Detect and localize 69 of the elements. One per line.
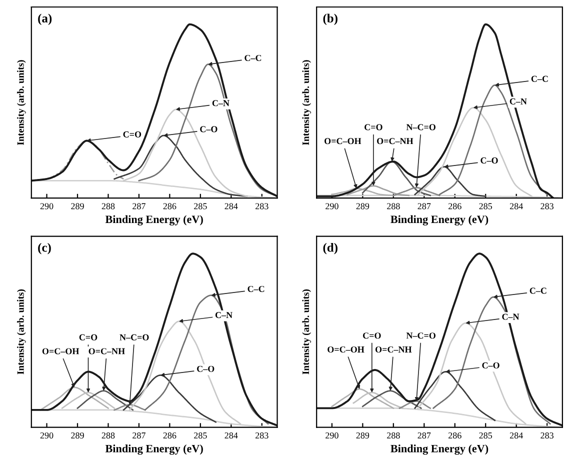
x-tick-label: 290	[40, 432, 54, 439]
annotation: C–O	[480, 157, 498, 164]
annotation: N–C=O	[120, 334, 149, 340]
x-tick-label: 283	[256, 203, 268, 210]
annotation: C–N	[502, 314, 520, 320]
x-tick-label: 283	[540, 203, 554, 210]
annotation: C–N	[212, 100, 230, 106]
x-tick-label: 290	[326, 432, 338, 439]
x-tick-label: 289	[71, 432, 84, 439]
x-tick-label: 283	[256, 432, 268, 439]
x-tick-label: 284	[224, 203, 238, 210]
annotation: O=C–NH	[377, 138, 414, 144]
x-tick-label: 286	[448, 203, 462, 210]
annotation: C–O	[482, 362, 500, 368]
x-tick-label: 283	[540, 432, 554, 439]
annotation: C=O	[364, 124, 382, 130]
x-axis-title: Binding Energy (eV)	[390, 215, 488, 226]
x-tick-label: 290	[326, 203, 338, 210]
x-tick-label: 284	[224, 432, 238, 439]
annotation: O=C–OH	[328, 346, 364, 353]
x-tick-label: 286	[163, 432, 176, 439]
x-tick-label: 284	[510, 432, 523, 439]
x-tick-label: 288	[102, 203, 115, 210]
y-axis-title: Intensity (arb. units)	[302, 289, 312, 374]
x-tick-label: 285	[479, 432, 492, 439]
y-axis-title: Intensity (arb. units)	[17, 60, 26, 146]
x-tick-label: 285	[479, 203, 492, 210]
x-tick-label: 289	[356, 432, 370, 439]
annotation: C–N	[215, 312, 232, 318]
annotation: O=C–OH	[324, 138, 362, 144]
x-tick-label: 287	[132, 432, 146, 439]
chart-title: (d)	[323, 242, 338, 254]
x-tick-label: 287	[132, 203, 146, 210]
x-tick-label: 286	[448, 432, 462, 439]
y-axis-title: Intensity (arb. units)	[17, 289, 26, 374]
annotation: C–C	[531, 76, 548, 82]
x-tick-label: 290	[40, 203, 54, 210]
x-tick-label: 288	[102, 432, 115, 439]
chart-title: (c)	[38, 242, 51, 254]
x-axis-title: Binding Energy (eV)	[390, 444, 488, 455]
annotation: C–N	[510, 98, 527, 104]
annotation: C=O	[363, 332, 381, 339]
x-tick-label: 289	[71, 203, 84, 210]
x-tick-label: 287	[418, 432, 431, 439]
y-axis-title: Intensity (arb. units)	[302, 60, 312, 146]
annotation: C–C	[248, 286, 264, 292]
annotation: O=C–NH	[88, 348, 125, 354]
x-axis-title: Binding Energy (eV)	[105, 444, 203, 455]
annotation: C–C	[244, 54, 262, 62]
x-tick-label: 285	[194, 432, 207, 439]
x-tick-label: 285	[194, 203, 207, 210]
annotation: C=O	[123, 131, 142, 138]
x-tick-label: 284	[510, 203, 523, 210]
x-tick-label: 288	[387, 432, 400, 439]
chart-title: (a)	[38, 14, 52, 26]
x-tick-label: 289	[356, 203, 370, 210]
x-tick-label: 288	[387, 203, 400, 210]
x-tick-label: 286	[163, 203, 176, 210]
annotation: C=O	[79, 334, 98, 340]
annotation: N–C=O	[406, 332, 436, 339]
annotation: C–C	[530, 288, 546, 294]
annotation: C–O	[200, 126, 218, 132]
annotation: O=C–NH	[375, 346, 412, 353]
annotation: N–C=O	[406, 124, 436, 130]
chart-title: (b)	[323, 14, 338, 26]
x-tick-label: 287	[418, 203, 431, 210]
annotation: C–O	[197, 366, 214, 372]
x-axis-title: Binding Energy (eV)	[105, 215, 203, 226]
annotation: O=C–OH	[42, 348, 80, 354]
